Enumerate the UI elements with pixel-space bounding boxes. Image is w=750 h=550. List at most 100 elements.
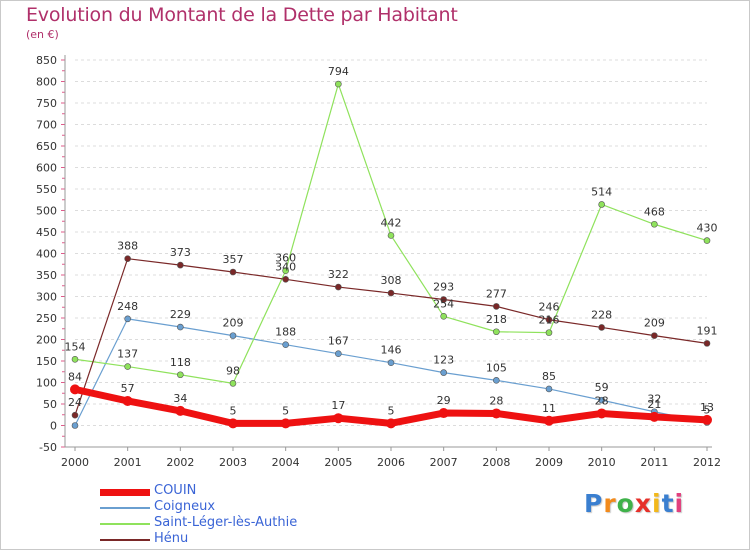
data-point (598, 396, 605, 404)
data-point (702, 414, 712, 425)
data-label: 322 (328, 268, 349, 281)
legend-label: COUIN (154, 483, 197, 498)
data-point (387, 359, 395, 367)
data-point (282, 267, 289, 275)
logo-letter: o (616, 489, 635, 518)
data-point (438, 408, 449, 419)
data-point (70, 384, 80, 395)
data-point (124, 255, 131, 262)
data-label: 57 (121, 382, 135, 395)
y-tick-label: 250 (36, 312, 57, 325)
data-label: 248 (117, 300, 138, 313)
x-tick-label: 2003 (219, 456, 247, 469)
data-label: 340 (275, 260, 296, 273)
data-point (493, 328, 500, 336)
proxiti-logo: Proxiti (584, 489, 684, 518)
data-point (71, 422, 79, 429)
legend-swatch (100, 523, 150, 525)
data-label: 11 (542, 402, 556, 415)
y-tick-label: 100 (36, 377, 57, 390)
data-label: 357 (223, 253, 244, 266)
data-label: 28 (595, 394, 609, 407)
x-tick-label: 2001 (114, 456, 142, 469)
legend-swatch (100, 507, 150, 509)
data-point (71, 411, 79, 419)
data-label: 17 (331, 399, 345, 412)
data-label: 360 (275, 252, 296, 265)
legend-item: Hénu (100, 531, 360, 547)
y-tick-label: 450 (36, 226, 57, 239)
legend-item: Coigneux (100, 499, 360, 515)
data-point (493, 377, 500, 384)
y-tick-label: 0 (50, 420, 57, 433)
data-label: 209 (223, 317, 244, 330)
data-label: 13 (700, 401, 714, 414)
data-label: 293 (433, 281, 454, 294)
data-label: 59 (595, 381, 609, 394)
y-tick-label: 700 (36, 119, 57, 132)
data-point (229, 380, 237, 387)
data-label: 105 (486, 361, 507, 374)
data-point (177, 371, 184, 379)
legend-item: COUIN (100, 483, 360, 499)
data-label: 84 (68, 370, 82, 383)
data-label: 246 (539, 301, 560, 314)
data-label: 254 (433, 297, 454, 310)
y-tick-label: 800 (36, 76, 57, 89)
data-point (545, 385, 553, 393)
y-tick-label: 650 (36, 140, 57, 153)
data-point (703, 237, 711, 244)
data-point (177, 261, 184, 269)
y-tick-label: 300 (36, 291, 57, 304)
data-label: 137 (117, 348, 138, 361)
logo-letter: t (661, 489, 675, 518)
data-label: 5 (230, 404, 237, 417)
data-label: 123 (433, 354, 454, 367)
data-label: 373 (170, 246, 191, 259)
data-point (493, 303, 500, 310)
logo-letter: x (634, 489, 652, 518)
y-tick-label: 500 (36, 205, 57, 218)
data-point (335, 350, 342, 357)
data-label: 34 (173, 392, 187, 405)
data-point (387, 232, 395, 239)
y-tick-label: 600 (36, 162, 57, 175)
data-point (282, 275, 289, 283)
data-point (333, 413, 344, 424)
data-point (335, 283, 342, 291)
data-label: 21 (647, 398, 661, 411)
x-tick-label: 2009 (535, 456, 563, 469)
data-point (491, 408, 502, 419)
y-tick-label: 850 (36, 54, 57, 67)
data-label: 228 (591, 308, 612, 321)
data-point (545, 316, 553, 324)
data-point (124, 315, 131, 323)
data-label: 229 (170, 308, 191, 321)
data-label: 98 (226, 364, 240, 377)
data-label: 468 (644, 205, 665, 218)
data-label: 5 (282, 404, 289, 417)
legend-label: Saint-Léger-lès-Authie (154, 515, 298, 530)
data-label: 5 (704, 403, 711, 416)
legend-label: Hénu (154, 531, 189, 546)
data-point (124, 363, 131, 370)
data-point (651, 332, 658, 339)
legend-label: Coigneux (154, 499, 216, 514)
data-label: 85 (542, 370, 556, 383)
data-label: 388 (117, 240, 138, 253)
x-tick-label: 2012 (693, 456, 721, 469)
y-tick-label: 150 (36, 355, 57, 368)
y-tick-label: 400 (36, 248, 57, 261)
data-label: 308 (381, 274, 402, 287)
x-tick-label: 2011 (640, 456, 668, 469)
data-label: 794 (328, 65, 349, 78)
data-point (280, 418, 291, 429)
data-point (651, 220, 658, 228)
data-point (545, 329, 553, 336)
data-label: 28 (489, 394, 503, 407)
logo-letter: i (674, 489, 685, 518)
data-label: 118 (170, 356, 191, 369)
x-tick-label: 2005 (324, 456, 352, 469)
x-tick-label: 2010 (588, 456, 616, 469)
data-label: 167 (328, 335, 349, 348)
